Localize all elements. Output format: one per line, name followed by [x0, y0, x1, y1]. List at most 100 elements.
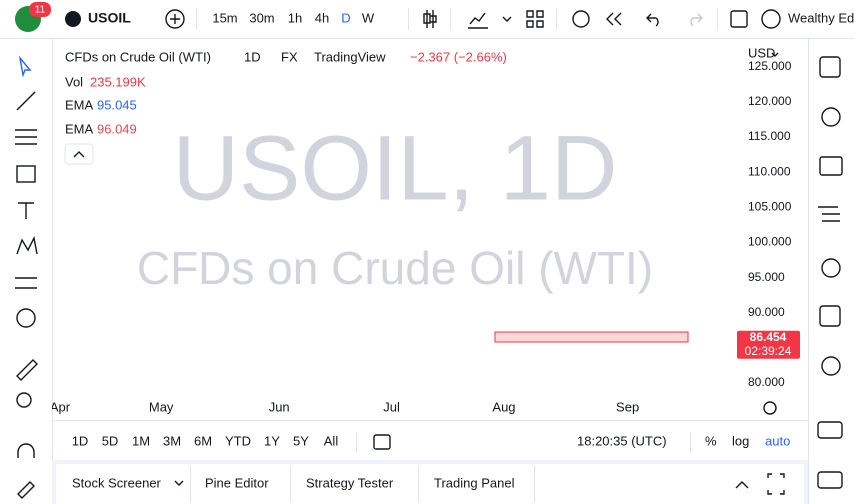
last-price-label: 86.454: [750, 330, 787, 344]
range-button[interactable]: 3M: [163, 433, 181, 448]
plot-area: USOIL, 1D CFDs on Crude Oil (WTI): [137, 117, 653, 294]
badge: [29, 2, 51, 17]
range-button[interactable]: 6M: [194, 433, 212, 448]
y-tick-label: 125.000: [748, 59, 792, 73]
tab-menu[interactable]: [174, 480, 184, 486]
indicators-menu[interactable]: [502, 16, 512, 22]
interval-button[interactable]: W: [362, 10, 375, 25]
currency[interactable]: USD: [748, 45, 775, 60]
y-tick-label: 110.000: [748, 164, 791, 178]
magnet-tool[interactable]: [17, 443, 35, 458]
symbol-icon: [65, 11, 81, 27]
maximize-panel[interactable]: [735, 481, 749, 489]
screener[interactable]: [818, 206, 840, 222]
legend-change: −2.367 (−2.66%): [410, 49, 507, 64]
bottom-tab[interactable]: Stock Screener: [72, 475, 162, 490]
x-tick-label: Jun: [269, 399, 290, 414]
drawn-zone[interactable]: [494, 331, 689, 343]
auto-toggle[interactable]: auto: [765, 433, 790, 448]
x-tick-label: Jul: [383, 399, 400, 414]
legend-exchange: FX: [281, 49, 298, 64]
legend-ema-value: 96.049: [97, 121, 137, 136]
time-axis: Apr May Jun Jul Aug Sep: [50, 399, 639, 414]
bottom-tab[interactable]: Strategy Tester: [306, 475, 394, 490]
help[interactable]: [817, 471, 843, 489]
alerts[interactable]: [821, 107, 841, 127]
account[interactable]: Wealthy Ed: [788, 10, 854, 25]
clock: 18:20:35 (UTC): [577, 433, 667, 448]
interval-button[interactable]: 30m: [249, 10, 274, 25]
layouts[interactable]: [526, 10, 544, 28]
interval-button[interactable]: 15m: [212, 10, 237, 25]
calendar[interactable]: [819, 305, 841, 327]
cloud[interactable]: [761, 9, 781, 29]
range-button[interactable]: 5D: [102, 433, 119, 448]
hotlists[interactable]: [821, 258, 841, 278]
last-price-box: [737, 330, 800, 359]
legend-title: CFDs on Crude Oil (WTI): [65, 49, 211, 64]
watermark-description: CFDs on Crude Oil (WTI): [137, 242, 653, 294]
text-tool[interactable]: [18, 202, 34, 219]
legend-ema-name: EMA: [65, 97, 94, 112]
shape-tool[interactable]: [16, 165, 36, 183]
fib-tool[interactable]: [15, 129, 37, 145]
y-tick-label: 80.000: [748, 375, 785, 389]
watermark-symbol: USOIL, 1D: [173, 117, 618, 219]
pattern-tool[interactable]: [16, 235, 38, 255]
trend-line-tool[interactable]: [16, 91, 36, 111]
range-button[interactable]: 5Y: [293, 433, 309, 448]
date-range[interactable]: [373, 434, 391, 450]
replay[interactable]: [606, 12, 622, 26]
chats[interactable]: [817, 421, 843, 439]
legend-ema-value: 95.045: [97, 97, 137, 112]
x-tick-label: Apr: [50, 399, 71, 414]
log-toggle[interactable]: log: [732, 433, 749, 448]
x-tick-label: Aug: [492, 399, 515, 414]
range-button[interactable]: YTD: [225, 433, 251, 448]
news[interactable]: [819, 156, 843, 176]
symbol[interactable]: USOIL: [88, 10, 131, 26]
y-tick-label: 115.000: [748, 129, 791, 143]
interval-button[interactable]: 1h: [288, 10, 302, 25]
range-button[interactable]: 1Y: [264, 433, 280, 448]
range-button[interactable]: All: [324, 433, 339, 448]
fullscreen[interactable]: [730, 10, 748, 28]
y-tick-label: 105.000: [748, 200, 792, 214]
watchlist[interactable]: [819, 56, 841, 78]
zoom-tool[interactable]: [16, 392, 32, 408]
add-symbol-icon: [170, 14, 180, 24]
legend-ema-name: EMA: [65, 121, 94, 136]
alert[interactable]: [572, 10, 590, 28]
currency-menu: [771, 52, 779, 57]
bottom-tab[interactable]: Pine Editor: [205, 475, 269, 490]
interval-button[interactable]: 4h: [315, 10, 329, 25]
undo[interactable]: [646, 13, 659, 27]
y-tick-label: 120.000: [748, 94, 792, 108]
prediction-tool[interactable]: [15, 277, 37, 289]
legend-volume-value: 235.199K: [90, 74, 146, 89]
x-tick-label: Sep: [616, 399, 639, 414]
percent-toggle[interactable]: %: [705, 433, 717, 448]
interval-button[interactable]: D: [341, 10, 350, 25]
chart-type[interactable]: [423, 10, 437, 28]
cursor-tool[interactable]: [18, 55, 32, 78]
lock-tool[interactable]: [17, 481, 35, 499]
redo[interactable]: [690, 13, 703, 27]
range-button[interactable]: 1M: [132, 433, 150, 448]
bottom-tab[interactable]: Trading Panel: [434, 475, 515, 490]
range-button[interactable]: 1D: [72, 433, 89, 448]
collapse-icon: [73, 151, 85, 158]
measure-tool[interactable]: [16, 359, 38, 381]
x-tick-label: May: [149, 399, 174, 414]
collapse-legend[interactable]: [64, 143, 94, 165]
add-symbol[interactable]: [165, 9, 185, 29]
ideas[interactable]: [821, 356, 841, 376]
right-panel: [817, 56, 843, 489]
settings[interactable]: [763, 401, 777, 415]
icon-tool[interactable]: [16, 308, 36, 328]
legend-volume-name: Vol: [65, 74, 83, 89]
indicators[interactable]: [468, 12, 488, 29]
fullscreen-panel[interactable]: [767, 473, 785, 495]
